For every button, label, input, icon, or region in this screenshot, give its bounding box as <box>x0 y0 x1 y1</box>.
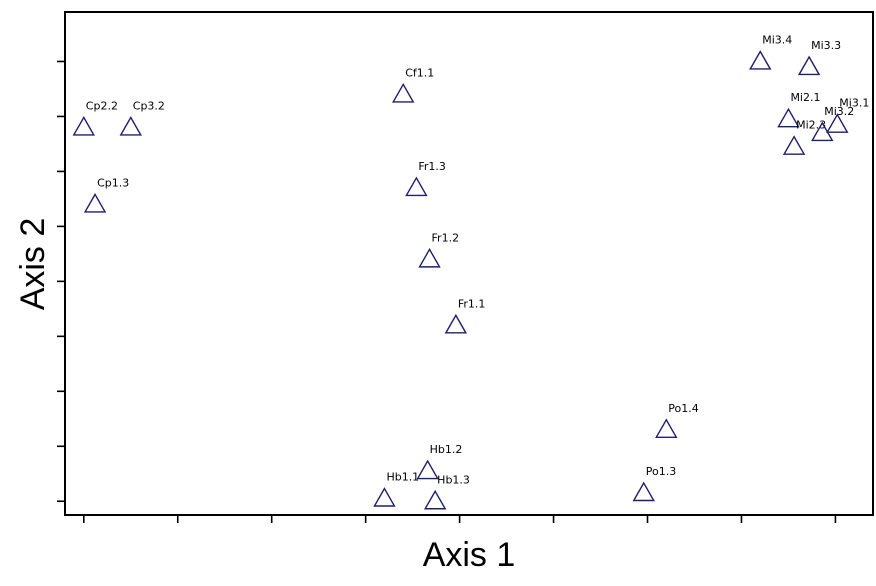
triangle-marker <box>782 135 806 155</box>
x-axis-title: Axis 1 <box>423 536 516 574</box>
point-label: Hb1.3 <box>437 473 470 486</box>
data-point: Mi3.1 <box>826 97 869 133</box>
data-point: Mi3.4 <box>749 33 792 70</box>
point-label: Cf1.1 <box>405 66 434 79</box>
triangle-marker <box>72 116 95 136</box>
axis-ticks <box>57 60 837 523</box>
point-label: Po1.4 <box>668 402 698 415</box>
data-point: Fr1.3 <box>405 160 446 197</box>
data-points: Cp2.2 Cp3.2 Cp1.3 Cf1.1 Fr1.3 Fr1.2 Fr1.1 Hb1.2… <box>72 33 869 510</box>
triangle-marker <box>749 50 772 70</box>
point-label: Mi2.1 <box>790 91 820 104</box>
triangle-marker <box>119 116 142 136</box>
triangle-marker <box>392 83 415 103</box>
data-point: Hb1.3 <box>423 473 470 510</box>
point-label: Fr1.1 <box>458 297 486 310</box>
point-label: Hb1.2 <box>430 443 463 456</box>
point-label: Mi3.1 <box>839 97 869 110</box>
point-label: Fr1.3 <box>418 160 446 173</box>
data-point: Mi2.1 <box>777 91 820 128</box>
triangle-marker <box>418 247 441 268</box>
point-label: Po1.3 <box>646 465 676 478</box>
point-label: Cp3.2 <box>133 99 165 112</box>
triangle-marker <box>373 487 396 507</box>
triangle-marker <box>83 192 107 213</box>
point-label: Mi3.4 <box>762 33 792 46</box>
data-point: Fr1.1 <box>444 297 486 334</box>
triangle-marker <box>423 489 447 510</box>
point-label: Hb1.1 <box>386 471 419 484</box>
data-point: Mi3.3 <box>797 39 841 76</box>
triangle-marker <box>444 313 468 334</box>
data-point: Mi2.3 <box>782 119 826 155</box>
data-point: Cp1.3 <box>83 176 129 213</box>
plot-frame <box>64 11 874 516</box>
point-label: Mi3.2 <box>824 105 854 118</box>
point-label: Mi3.3 <box>811 39 841 52</box>
data-point: Fr1.2 <box>418 231 460 268</box>
triangle-marker <box>826 113 849 133</box>
triangle-marker <box>655 418 678 438</box>
point-label: Cp1.3 <box>97 176 129 189</box>
data-point: Cf1.1 <box>392 66 434 103</box>
data-point: Cp2.2 <box>72 99 118 136</box>
data-point: Hb1.2 <box>416 443 463 480</box>
data-point: Cp3.2 <box>119 99 165 136</box>
data-point: Hb1.1 <box>373 471 419 507</box>
triangle-marker <box>777 107 800 128</box>
data-point: Po1.4 <box>655 402 699 438</box>
triangle-marker <box>632 481 655 502</box>
point-label: Cp2.2 <box>86 99 118 112</box>
data-point: Po1.3 <box>632 465 676 502</box>
point-label: Fr1.2 <box>432 231 460 244</box>
y-axis-title: Axis 2 <box>14 218 52 311</box>
triangle-marker <box>405 176 428 197</box>
triangle-marker <box>797 55 821 76</box>
triangle-marker <box>416 459 439 480</box>
